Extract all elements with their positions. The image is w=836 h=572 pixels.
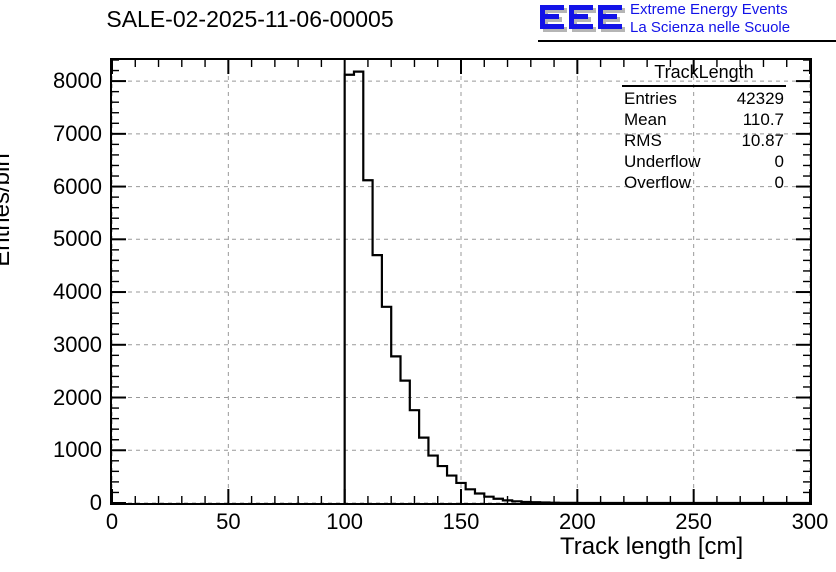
y-tick-label: 5000 [53,226,102,252]
stats-row-value: 10.87 [741,131,784,150]
axis-ticks [112,60,810,503]
y-axis-title: Entries/bin [0,153,15,267]
stats-row-value: 42329 [736,89,784,108]
y-tick-label: 8000 [53,68,102,94]
stats-row-value: 110.7 [742,110,784,129]
histogram-chart [112,60,810,503]
stats-row-key: Mean [624,110,667,129]
x-tick-label: 300 [791,509,829,534]
y-tick-label: 7000 [53,120,102,146]
stats-row-value: 0 [774,173,784,192]
eee-logo: Extreme Energy Events La Scienza nelle S… [538,1,834,41]
eee-logo-line2: La Scienza nelle Scuole [630,19,791,36]
y-tick-label: 6000 [53,173,102,199]
plot-frame [110,58,812,505]
stats-row: Overflow 0 [622,172,786,193]
stats-divider [622,85,786,87]
eee-logo-mark [540,5,625,32]
x-tick-label: 0 [105,509,119,534]
stats-row: Entries 42329 [622,88,786,109]
stats-row: Underflow 0 [622,151,786,172]
stats-row: RMS 10.87 [622,130,786,151]
stats-row: Mean 110.7 [622,109,786,130]
logo-divider [538,40,836,42]
stats-title: TrackLength [654,62,754,82]
stats-row-value: 0 [774,152,784,171]
y-tick-label: 1000 [53,437,102,463]
stats-row-key: Underflow [624,152,701,171]
stats-box: TrackLength Entries 42329 Mean 110.7 RMS 10.8… [622,62,786,193]
eee-logo-line1: Extreme Energy Events [630,1,788,18]
stats-row-key: RMS [624,131,662,150]
y-tick-label: 2000 [53,384,102,410]
stats-rows: Entries 42329 Mean 110.7 RMS 10.87 Underflow 0 O… [622,88,786,193]
x-tick-label: 200 [558,509,596,534]
x-tick-label: 250 [675,509,713,534]
page-title: SALE-02-2025-11-06-00005 [106,6,394,32]
x-tick-label: 50 [216,509,241,534]
plot-area [112,60,810,503]
x-tick-label: 100 [326,509,364,534]
histogram-outline [343,70,810,503]
eee-logo-text: Extreme Energy Events La Scienza nelle S… [630,1,834,37]
stats-row-key: Entries [624,89,677,108]
y-tick-label: 3000 [53,331,102,357]
stats-row-key: Overflow [624,173,692,192]
y-tick-label: 0 [89,490,102,515]
y-tick-label: 4000 [53,279,102,305]
x-tick-label: 150 [442,509,480,534]
x-axis-title: Track length [cm] [560,533,744,560]
